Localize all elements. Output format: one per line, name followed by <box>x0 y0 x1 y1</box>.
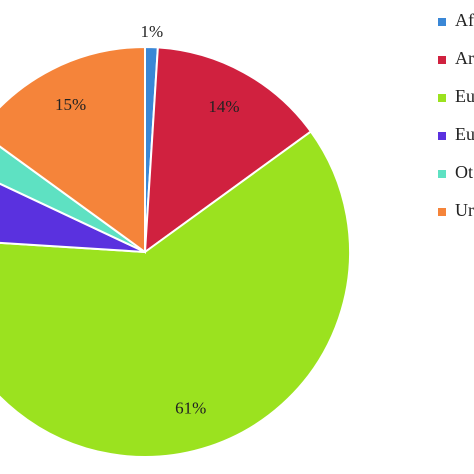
data-label: 61% <box>175 398 206 417</box>
data-label: 15% <box>55 95 86 114</box>
legend-swatch <box>438 170 446 178</box>
legend-label: Af <box>455 10 474 30</box>
pie-slice <box>0 130 351 458</box>
legend-swatch <box>438 132 446 140</box>
pie-slice <box>0 182 146 253</box>
legend-swatch <box>438 56 446 64</box>
legend-label: Ot <box>455 162 473 182</box>
legend-swatch <box>438 18 446 26</box>
legend-label: Ar <box>455 48 474 68</box>
pie-slice <box>0 45 146 254</box>
pie-slice <box>143 46 313 255</box>
data-label: 14% <box>208 97 239 116</box>
data-labels: 1% 14% 61% 15% <box>55 22 240 417</box>
legend: Af Ar Eu Eu Ot Ur <box>438 10 474 220</box>
pie <box>0 45 351 458</box>
legend-label: Eu <box>455 86 474 106</box>
legend-label: Ur <box>455 200 474 220</box>
data-label: 1% <box>141 22 164 41</box>
legend-swatch <box>438 94 446 102</box>
legend-swatch <box>438 208 446 216</box>
legend-label: Eu <box>455 124 474 144</box>
